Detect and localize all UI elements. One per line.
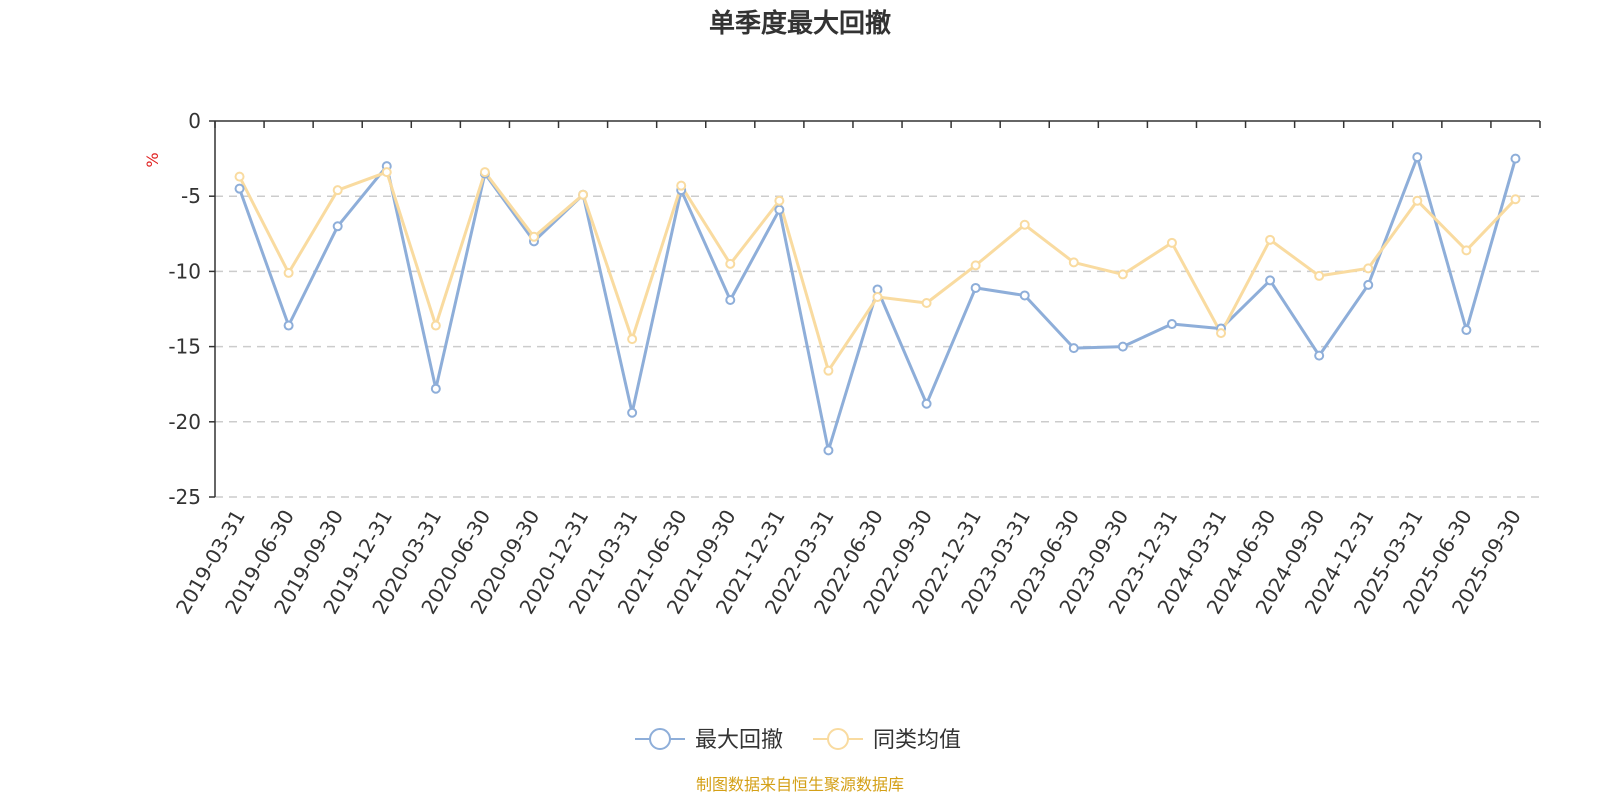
- data-point-1: [332, 185, 343, 196]
- data-point-0: [627, 407, 638, 418]
- y-tick-label: -10: [168, 259, 201, 283]
- legend-item-1[interactable]: 同类均值: [813, 728, 961, 753]
- data-point-0: [970, 282, 981, 293]
- data-source-footer: 制图数据来自恒生聚源数据库: [696, 775, 904, 794]
- legend[interactable]: 最大回撤 同类均值: [635, 728, 961, 753]
- y-tick-label: -5: [181, 184, 201, 208]
- data-point-0: [1265, 275, 1276, 286]
- y-tick-label: -25: [168, 485, 201, 509]
- data-point-1: [921, 297, 932, 308]
- legend-marker-icon: [827, 728, 849, 750]
- y-tick-label: 0: [188, 109, 201, 133]
- data-point-1: [381, 167, 392, 178]
- grid-lines: [215, 195, 1540, 498]
- data-point-1: [283, 267, 294, 278]
- data-point-0: [823, 445, 834, 456]
- data-point-1: [1412, 195, 1423, 206]
- data-point-0: [234, 183, 245, 194]
- legend-label: 最大回撤: [695, 728, 783, 753]
- data-point-0: [1068, 343, 1079, 354]
- data-point-1: [1363, 263, 1374, 274]
- data-point-1: [1216, 328, 1227, 339]
- series-line-0: [238, 155, 1517, 452]
- data-point-1: [676, 180, 687, 191]
- legend-marker-icon: [649, 728, 671, 750]
- chart-title: 单季度最大回撤: [709, 8, 891, 39]
- data-point-1: [479, 167, 490, 178]
- legend-label: 同类均值: [873, 728, 961, 753]
- y-tick-label: -20: [168, 410, 201, 434]
- y-axis-unit: %: [143, 152, 162, 167]
- data-point-1: [1068, 257, 1079, 268]
- data-point-0: [774, 204, 785, 215]
- data-point-1: [1461, 245, 1472, 256]
- data-point-1: [1117, 269, 1128, 280]
- data-point-1: [1265, 234, 1276, 245]
- data-point-1: [774, 195, 785, 206]
- data-point-0: [1363, 279, 1374, 290]
- data-point-1: [528, 231, 539, 242]
- data-point-1: [970, 260, 981, 271]
- data-point-1: [1314, 270, 1325, 281]
- data-point-1: [1166, 237, 1177, 248]
- data-point-1: [872, 291, 883, 302]
- data-point-1: [1019, 219, 1030, 230]
- data-point-0: [332, 221, 343, 232]
- data-point-0: [283, 320, 294, 331]
- legend-item-0[interactable]: 最大回撤: [635, 728, 783, 753]
- data-point-0: [1019, 290, 1030, 301]
- data-point-1: [627, 334, 638, 345]
- data-point-1: [234, 171, 245, 182]
- data-point-1: [578, 189, 589, 200]
- data-point-0: [1117, 341, 1128, 352]
- data-point-0: [1166, 319, 1177, 330]
- data-point-0: [1314, 350, 1325, 361]
- series-group: [234, 152, 1521, 456]
- data-point-1: [823, 365, 834, 376]
- data-point-1: [725, 258, 736, 269]
- data-point-0: [430, 383, 441, 394]
- data-point-0: [725, 294, 736, 305]
- data-point-0: [1461, 325, 1472, 336]
- y-tick-label: -15: [168, 335, 201, 359]
- data-point-0: [1412, 152, 1423, 163]
- data-point-1: [1510, 194, 1521, 205]
- data-point-1: [430, 320, 441, 331]
- data-point-0: [921, 398, 932, 409]
- data-point-0: [1510, 153, 1521, 164]
